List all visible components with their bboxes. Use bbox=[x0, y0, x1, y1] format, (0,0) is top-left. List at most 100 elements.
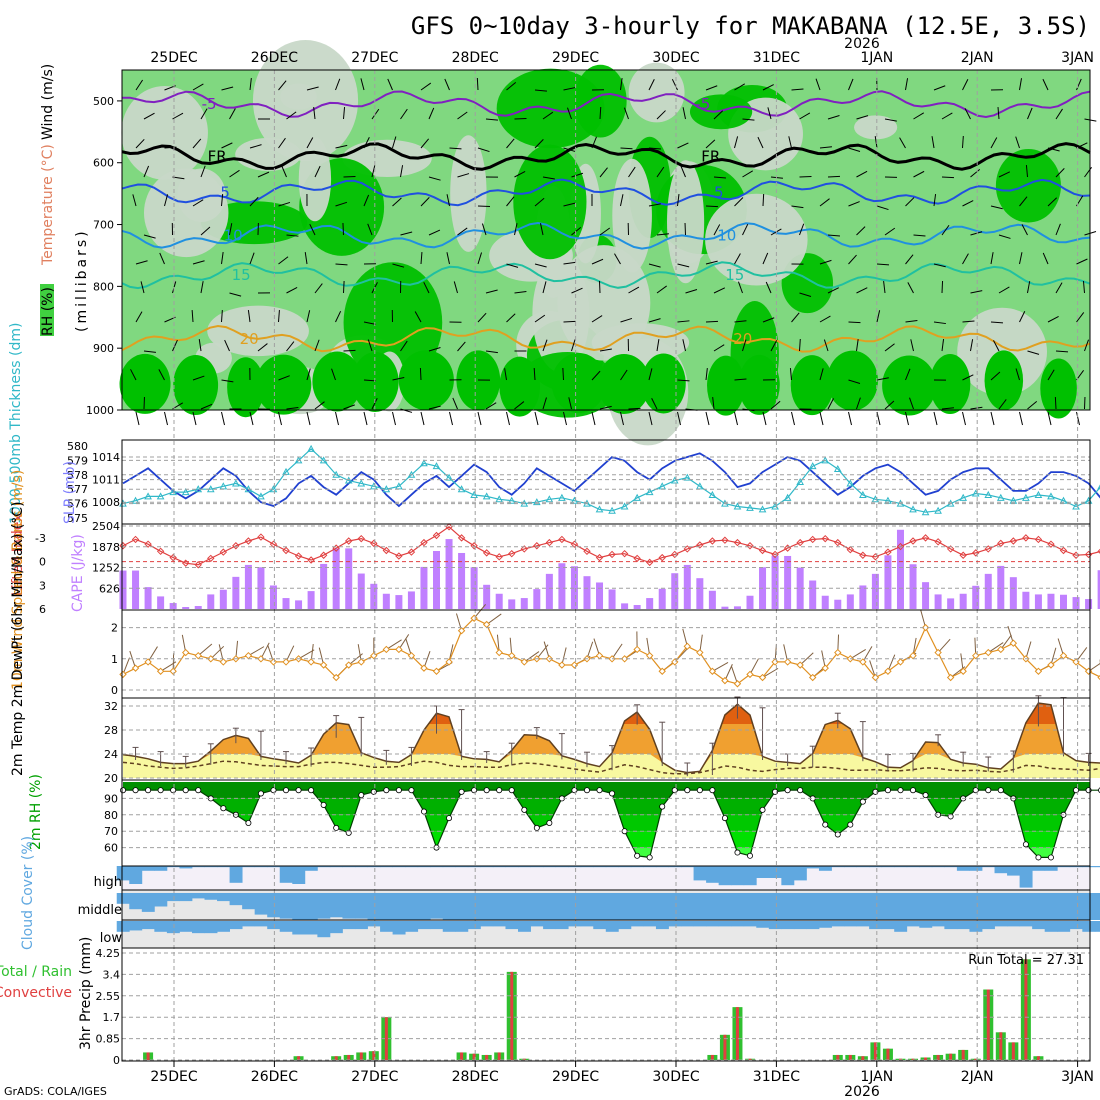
wind10m-barb bbox=[147, 646, 158, 663]
temp-tick-label: 32 bbox=[104, 700, 118, 713]
wind-barb bbox=[571, 339, 576, 352]
wind-barb bbox=[913, 234, 926, 237]
wind-barb bbox=[799, 292, 812, 297]
cloud-low-bar bbox=[129, 921, 143, 931]
wind-barb bbox=[335, 78, 341, 91]
cloud-low-bar bbox=[693, 921, 707, 927]
wind-barb bbox=[876, 377, 889, 381]
wind10m-marker bbox=[169, 667, 177, 675]
year-label-top: 2026 bbox=[844, 36, 880, 52]
cape-bar bbox=[633, 605, 641, 609]
rh2m-marker bbox=[270, 787, 277, 794]
cloud-high-bar bbox=[154, 866, 168, 871]
wind10m-barb bbox=[298, 649, 315, 660]
lifted-index-marker bbox=[508, 549, 516, 558]
rh2m-marker bbox=[333, 824, 340, 831]
wind10m-marker bbox=[495, 648, 503, 657]
lifted-index-marker bbox=[194, 561, 202, 569]
wind-barb bbox=[534, 139, 544, 149]
wind-barb bbox=[221, 86, 234, 91]
surface-wind-stub bbox=[449, 411, 453, 426]
wind-barb bbox=[143, 165, 150, 178]
surface-wind-stub bbox=[933, 411, 938, 426]
wind-barb bbox=[705, 320, 719, 323]
wind10m-marker bbox=[269, 658, 278, 666]
wind-barb bbox=[905, 368, 911, 381]
cloud-middle-bar bbox=[1007, 893, 1021, 920]
wind-barb bbox=[514, 401, 525, 410]
wind10m-marker bbox=[708, 667, 717, 675]
cloud-high-bar bbox=[806, 866, 820, 869]
wind10m-marker bbox=[119, 670, 127, 679]
cape-tick-label: 1252 bbox=[92, 562, 120, 575]
wind-barb bbox=[200, 108, 208, 120]
wind-barb bbox=[648, 147, 661, 150]
rh-legend-label: RH (%) bbox=[40, 287, 56, 336]
rh2m-marker bbox=[897, 787, 904, 794]
wind-barb bbox=[599, 167, 608, 178]
pressure-tick-label: 500 bbox=[93, 95, 114, 108]
wind-barb bbox=[563, 261, 576, 265]
dry-air-patch bbox=[280, 83, 317, 110]
wind-barb bbox=[539, 223, 544, 236]
wind10m-marker bbox=[420, 664, 428, 672]
cape-bar bbox=[733, 606, 741, 609]
wind10m-barb bbox=[887, 654, 896, 672]
wind10m-barb bbox=[611, 643, 623, 660]
precip-convective-bar bbox=[886, 1048, 890, 1060]
wind-barb bbox=[1076, 312, 1085, 323]
cloud-low-bar bbox=[505, 921, 519, 930]
thickness-marker bbox=[307, 444, 315, 452]
wind-barb bbox=[571, 287, 583, 294]
wind-barb bbox=[457, 111, 468, 120]
cloud-low-bar bbox=[618, 921, 632, 930]
wind-barb bbox=[1047, 147, 1060, 152]
wind10m-marker bbox=[997, 645, 1005, 654]
rh2m-marker bbox=[408, 787, 415, 794]
temperature-legend-label: Temperature (°C) bbox=[40, 144, 56, 266]
wind-barb bbox=[286, 341, 295, 352]
cloud-low-bar bbox=[154, 921, 168, 932]
wind-barb bbox=[656, 166, 665, 178]
wind-barb bbox=[224, 339, 230, 352]
wind10m-marker bbox=[1034, 667, 1043, 675]
cape-bar bbox=[947, 598, 955, 609]
wind-barb bbox=[970, 290, 983, 294]
wind-barb bbox=[342, 222, 344, 236]
wind-barb bbox=[819, 368, 824, 381]
wind-barb bbox=[819, 146, 832, 149]
wind-barb bbox=[856, 226, 866, 236]
wind-barb bbox=[734, 320, 747, 323]
precip-convective-bar bbox=[359, 1052, 363, 1060]
wind10m-barb bbox=[122, 657, 130, 675]
wind10m-marker bbox=[445, 658, 453, 666]
thickness-marker bbox=[1034, 490, 1043, 498]
wind-barb bbox=[506, 196, 515, 207]
moist-air-patch bbox=[597, 353, 651, 414]
cloud-high-bar bbox=[543, 866, 557, 868]
cape-bar bbox=[433, 550, 440, 609]
cape-bar bbox=[558, 563, 566, 609]
temp-tick-label: 28 bbox=[104, 724, 118, 737]
cloud-middle-label: middle bbox=[78, 903, 122, 918]
wind-barb bbox=[1076, 78, 1082, 91]
cape-bar bbox=[495, 593, 503, 609]
cloud-high-bar bbox=[430, 866, 444, 868]
date-label-bottom: 2JAN bbox=[961, 1069, 994, 1085]
wind10m-marker bbox=[508, 651, 516, 660]
cloud-low-bar bbox=[681, 921, 694, 927]
wind-barb bbox=[457, 227, 468, 236]
cape-bar bbox=[520, 598, 528, 609]
cape-bar bbox=[295, 600, 303, 609]
wind-barb bbox=[591, 370, 601, 381]
lifted-index-marker bbox=[997, 539, 1005, 548]
wind-barb bbox=[970, 231, 983, 236]
wind-barb bbox=[789, 368, 792, 381]
cloud-high-bar bbox=[1019, 866, 1033, 888]
li-tick-label: -3 bbox=[35, 532, 46, 545]
wind-barb bbox=[485, 350, 498, 354]
wind-barb bbox=[331, 368, 336, 381]
thickness-marker bbox=[670, 476, 679, 484]
wind-barb bbox=[542, 111, 554, 120]
wind-barb bbox=[933, 321, 946, 325]
